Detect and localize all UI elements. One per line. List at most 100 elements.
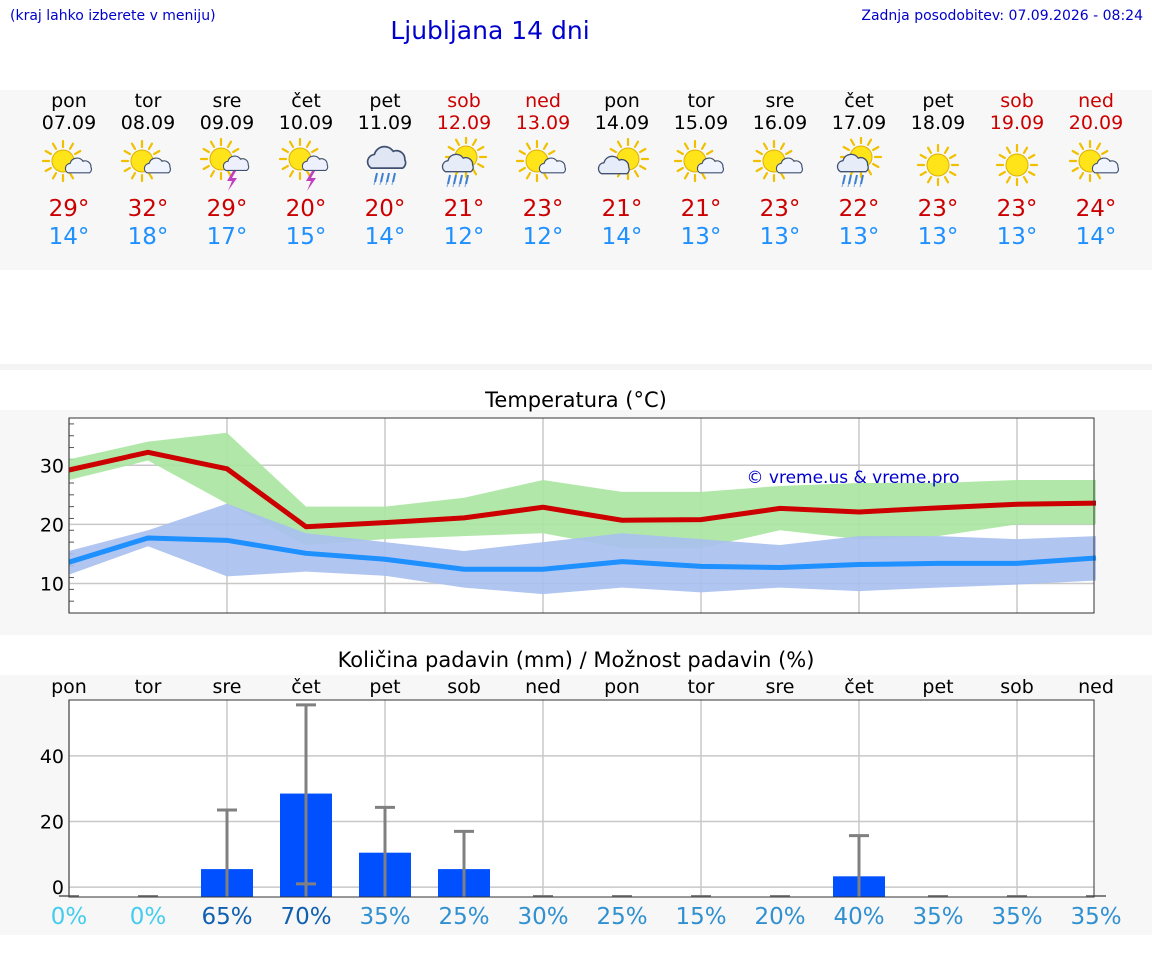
day-column: sob 19.09 23° 13° (977, 90, 1057, 251)
day-name: čet (291, 90, 321, 112)
max-temperature: 29° (206, 196, 248, 222)
max-temperature: 23° (522, 196, 564, 222)
day-column: tor 08.09 32° 18° (108, 90, 188, 251)
y-tick-label: 10 (40, 573, 64, 595)
temperature-chart: 10 20 30 © vreme.us & vreme.pro (40, 417, 1097, 614)
min-temperature: 14° (601, 224, 643, 250)
day-date: 09.09 (199, 112, 255, 134)
day-date: 18.09 (910, 112, 966, 134)
precipitation-probability: 65% (201, 904, 253, 930)
day-label: tor (688, 676, 715, 698)
y-tick-label: 30 (40, 455, 64, 477)
precipitation-probability: 30% (517, 904, 569, 930)
day-label: pet (922, 676, 953, 698)
day-date: 11.09 (357, 112, 413, 134)
max-temperature: 21° (601, 196, 643, 222)
last-updated: Zadnja posodobitev: 07.09.2026 - 08:24 (861, 8, 1143, 24)
sun-icon (977, 136, 1057, 194)
precipitation-probability: 25% (438, 904, 490, 930)
cloud-rain-icon (345, 136, 425, 194)
precipitation-probability: 0% (129, 904, 167, 930)
temperature-chart-title: Temperatura (°C) (485, 388, 667, 412)
day-date: 08.09 (120, 112, 176, 134)
day-date: 17.09 (831, 112, 887, 134)
min-temperature: 14° (48, 224, 90, 250)
day-column: pet 11.09 20° 14° (345, 90, 425, 251)
precipitation-probability: 35% (991, 904, 1043, 930)
precipitation-chart: pon tor sre čet pet sob ned pon tor sre čet pet sob n… (40, 676, 1114, 899)
min-temperature: 14° (364, 224, 406, 250)
max-temperature: 22° (838, 196, 880, 222)
day-label: sob (447, 676, 481, 698)
min-temperature: 17° (206, 224, 248, 250)
sun-cloud-icon (29, 136, 109, 194)
precipitation-probability: 0% (50, 904, 88, 930)
min-temperature: 14° (1075, 224, 1117, 250)
day-name: pet (369, 90, 401, 112)
sun-cloud-rain-icon (819, 136, 899, 194)
max-temperature: 21° (443, 196, 485, 222)
precipitation-probability: 35% (359, 904, 411, 930)
day-name: tor (687, 90, 715, 112)
max-temperature-line (68, 449, 1097, 530)
precipitation-probability: 40% (833, 904, 885, 930)
day-column: pon 14.09 21° 14° (582, 90, 662, 251)
precipitation-probability: 35% (1070, 904, 1122, 930)
day-label: ned (525, 676, 561, 698)
plot-frame (68, 699, 1095, 898)
separator (0, 364, 1152, 370)
day-label: sre (766, 676, 795, 698)
day-column: čet 10.09 20° 15° (266, 90, 346, 251)
day-name: pon (51, 90, 87, 112)
day-label: pon (51, 676, 87, 698)
day-label: sob (1000, 676, 1034, 698)
sun-cloud-icon (1056, 136, 1136, 194)
day-date: 16.09 (752, 112, 808, 134)
sun-cloud-icon (661, 136, 741, 194)
day-name: tor (134, 90, 162, 112)
min-temperature: 13° (838, 224, 880, 250)
day-date: 12.09 (436, 112, 492, 134)
cloud-sun-icon (582, 136, 662, 194)
min-temperature: 13° (917, 224, 959, 250)
day-name: sre (212, 90, 242, 112)
day-column: pon 07.09 29° 14° (29, 90, 109, 251)
max-temperature: 21° (680, 196, 722, 222)
precipitation-chart-title: Količina padavin (mm) / Možnost padavin … (337, 648, 815, 672)
sun-cloud-icon (740, 136, 820, 194)
day-label: čet (844, 676, 874, 698)
day-label: pet (369, 676, 400, 698)
temperature-range-band (69, 503, 1096, 595)
day-date: 07.09 (41, 112, 97, 134)
max-temperature: 23° (759, 196, 801, 222)
day-label: pon (604, 676, 640, 698)
location-hint-link[interactable]: (kraj lahko izberete v meniju) (10, 8, 216, 24)
sun-cloud-icon (108, 136, 188, 194)
day-column: tor 15.09 21° 13° (661, 90, 741, 251)
day-date: 19.09 (989, 112, 1045, 134)
day-column: čet 17.09 22° 13° (819, 90, 899, 251)
day-name: pon (604, 90, 640, 112)
max-temperature: 23° (917, 196, 959, 222)
temperature-range-band (69, 432, 1096, 548)
day-label: tor (135, 676, 162, 698)
day-label: čet (291, 676, 321, 698)
day-name: čet (844, 90, 874, 112)
day-name: sre (765, 90, 795, 112)
max-temperature: 32° (127, 196, 169, 222)
max-temperature: 20° (364, 196, 406, 222)
precipitation-probability: 20% (754, 904, 806, 930)
sun-cloud-rain-icon (424, 136, 504, 194)
min-temperature: 13° (759, 224, 801, 250)
day-column: sre 09.09 29° 17° (187, 90, 267, 251)
day-name: sob (1000, 90, 1034, 112)
day-name: ned (1078, 90, 1114, 112)
min-temperature: 15° (285, 224, 327, 250)
page-title-text: Ljubljana 14 dni (390, 16, 590, 45)
sun-icon (898, 136, 978, 194)
max-temperature: 24° (1075, 196, 1117, 222)
day-column: sob 12.09 21° 12° (424, 90, 504, 251)
min-temperature: 18° (127, 224, 169, 250)
min-temperature: 12° (443, 224, 485, 250)
day-date: 20.09 (1068, 112, 1124, 134)
